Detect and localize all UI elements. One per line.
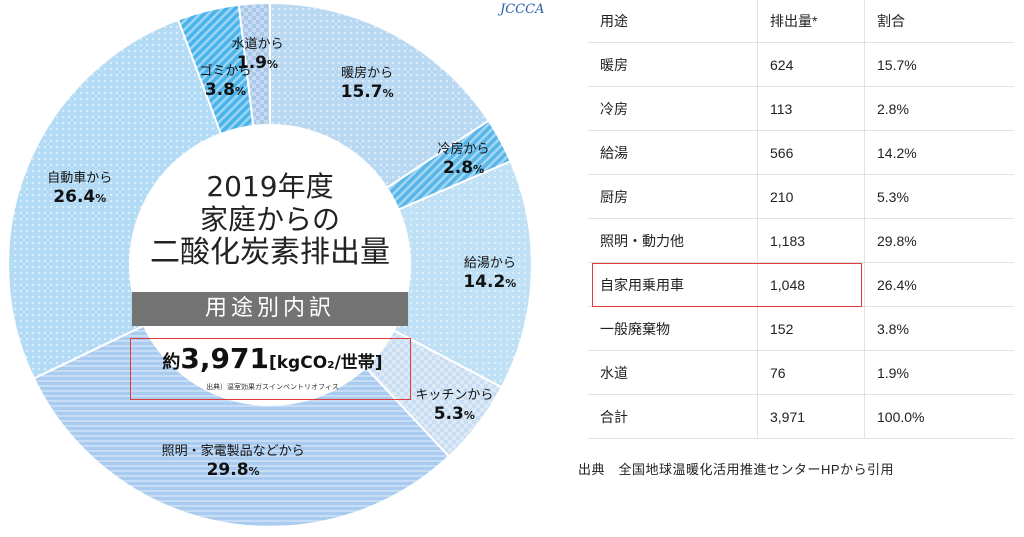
emissions-table: 用途 排出量* 割合 暖房 624 15.7% 冷房 113 2.8% 給湯 566 14.2%…: [588, 0, 1014, 439]
slice-value-7: 1.9%: [236, 53, 279, 74]
slice-label-text-3: キッチンから: [415, 387, 494, 403]
cell-usage: 一般廃棄物: [588, 306, 758, 351]
slice-label-text-5: 自動車から: [47, 170, 113, 186]
table-row: 照明・動力他 1,183 29.8%: [588, 218, 1014, 263]
slice-label-text-4: 照明・家電製品などから: [161, 443, 305, 459]
cell-share: 2.8%: [864, 86, 1014, 131]
slice-label-text-2: 給湯から: [463, 255, 516, 271]
slice-value-3: 5.3%: [433, 403, 475, 424]
slice-texture-6: [178, 4, 254, 134]
table-header-row: 用途 排出量* 割合: [588, 0, 1014, 43]
source-caption: 出典 全国地球温暖化活用推進センターHPから引用: [578, 462, 895, 477]
header-share: 割合: [864, 0, 1014, 43]
chart-title-line-1: 2019年度: [206, 170, 334, 203]
cell-share: 15.7%: [864, 42, 1014, 87]
slice-value-4: 29.8%: [206, 459, 260, 480]
slice-label-text-1: 冷房から: [437, 142, 490, 158]
slice-label-0: 暖房から 15.7%: [341, 65, 394, 103]
table-row: 冷房 113 2.8%: [588, 86, 1014, 131]
cell-emissions: 76: [757, 350, 865, 395]
cell-share: 5.3%: [864, 174, 1014, 219]
header-emissions: 排出量*: [757, 0, 865, 43]
cell-emissions: 1,183: [757, 218, 865, 263]
total-highlight-box: [130, 338, 411, 400]
slice-label-3: キッチンから 5.3%: [415, 387, 493, 425]
cell-share: 26.4%: [864, 262, 1014, 307]
cell-emissions: 152: [757, 306, 865, 351]
cell-usage: 厨房: [588, 174, 758, 219]
highlighted-row-box: [592, 263, 862, 307]
slice-label-5: 自動車から 26.4%: [47, 170, 112, 208]
cell-usage: 冷房: [588, 86, 758, 131]
table-row: 暖房 624 15.7%: [588, 42, 1014, 87]
cell-share: 1.9%: [864, 350, 1014, 395]
cell-share: 29.8%: [864, 218, 1014, 263]
slice-label-2: 給湯から 14.2%: [463, 255, 516, 293]
donut-chart-panel: JCCCA 2019年度 家庭からの 二酸化炭素排出量 用途別内訳 約3,971…: [7, 1, 545, 528]
cell-emissions: 113: [757, 86, 865, 131]
table-row: 自家用乗用車 1,048 26.4%: [588, 262, 1014, 307]
table-row: 厨房 210 5.3%: [588, 174, 1014, 219]
slice-label-text-6: ゴミから: [199, 64, 252, 80]
cell-share: 3.8%: [864, 306, 1014, 351]
total-emissions: 約3,971[kgCO₂/世帯]: [135, 342, 410, 375]
cell-emissions: 3,971: [757, 394, 865, 439]
chart-title-line-3: 二酸化炭素排出量: [150, 235, 390, 270]
table-row: 水道 76 1.9%: [588, 350, 1014, 395]
slice-texture-1: [386, 120, 511, 210]
slice-label-1: 冷房から 2.8%: [438, 141, 490, 179]
chart-title-line-2: 家庭からの: [199, 203, 340, 236]
jccca-logo: JCCCA: [500, 2, 545, 17]
cell-usage: 照明・動力他: [588, 218, 758, 263]
header-usage: 用途: [588, 0, 758, 43]
cell-emissions: 624: [757, 42, 865, 87]
cell-usage: 給湯: [588, 130, 758, 175]
slice-value-2: 14.2%: [463, 271, 517, 292]
table-row: 合計 3,971 100.0%: [588, 394, 1014, 439]
total-prefix: 約: [162, 352, 181, 373]
donut-hole: [130, 125, 410, 405]
cell-share: 14.2%: [864, 130, 1014, 175]
cell-share: 100.0%: [864, 394, 1014, 439]
total-value: 3,971: [180, 342, 269, 375]
slice-texture-5: [8, 19, 221, 379]
data-table-panel: 用途 排出量* 割合 暖房 624 15.7% 冷房 113 2.8% 給湯 566 14.2%…: [548, 0, 1024, 537]
chart-subtitle: 用途別内訳: [132, 292, 408, 326]
cell-usage: 水道: [588, 350, 758, 395]
cell-emissions: 1,048: [757, 262, 865, 307]
total-unit: [kgCO₂/世帯]: [268, 353, 383, 373]
slice-label-text-0: 暖房から: [341, 66, 394, 82]
donut-chart: [7, 1, 533, 528]
slice-value-5: 26.4%: [53, 186, 107, 207]
slice-value-6: 3.8%: [204, 80, 247, 101]
slice-label-7: 水道から 1.9%: [231, 36, 283, 74]
table-row: 給湯 566 14.2%: [588, 130, 1014, 175]
chart-source-note: 出典）温室効果ガスインベントリオフィス: [206, 383, 339, 391]
cell-usage: 合計: [588, 394, 758, 439]
table-row: 一般廃棄物 152 3.8%: [588, 306, 1014, 351]
slice-label-text-7: 水道から: [231, 37, 284, 53]
slice-texture-2: [393, 161, 532, 388]
cell-emissions: 566: [757, 130, 865, 175]
slice-value-1: 2.8%: [442, 158, 485, 179]
slice-value-0: 15.7%: [340, 82, 394, 103]
slice-texture-4: [33, 325, 449, 527]
cell-emissions: 210: [757, 174, 865, 219]
slice-label-4: 照明・家電製品などから 29.8%: [162, 443, 305, 481]
slice-texture-3: [365, 330, 502, 457]
cell-usage: 暖房: [588, 42, 758, 87]
slice-texture-7: [238, 3, 270, 126]
slice-texture-0: [270, 3, 489, 188]
slice-label-6: ゴミから 3.8%: [199, 63, 251, 101]
